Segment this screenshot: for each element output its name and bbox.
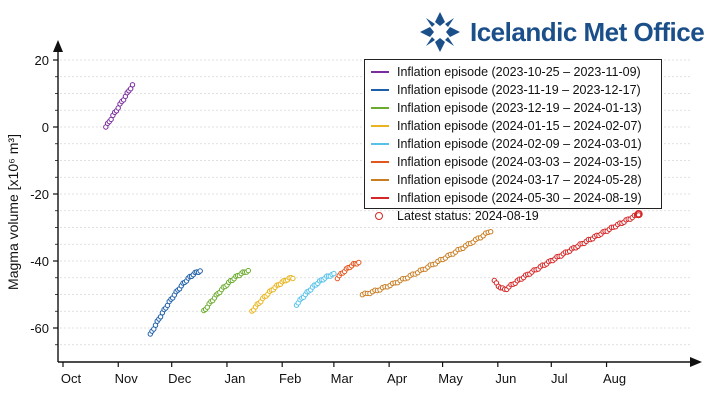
legend-swatch: [371, 161, 389, 163]
data-point: [129, 82, 136, 88]
latest-status-marker: [634, 210, 643, 219]
x-tick-label: Nov: [115, 371, 139, 386]
legend-item: Inflation episode (2024-01-15 – 2024-02-…: [371, 117, 661, 135]
legend-label: Inflation episode (2024-05-30 – 2024-08-…: [397, 191, 642, 205]
series-1: [103, 82, 136, 130]
legend-swatch: [371, 71, 389, 73]
y-tick-label: -60: [30, 321, 49, 336]
series-2: [147, 268, 203, 337]
legend-label: Inflation episode (2023-12-19 – 2024-01-…: [397, 101, 642, 115]
legend-swatch: [371, 107, 389, 109]
y-axis-ticks: 20 0 -20 -40 -60: [30, 53, 58, 346]
x-tick-label: Jun: [495, 371, 516, 386]
legend-swatch: [371, 179, 389, 181]
x-tick-label: Aug: [603, 371, 626, 386]
chart-legend: Inflation episode (2023-10-25 – 2023-11-…: [364, 59, 662, 223]
series-4: [249, 275, 296, 314]
y-tick-label: 0: [42, 120, 49, 135]
series-6: [334, 259, 362, 282]
data-points: [103, 82, 643, 337]
legend-label: Inflation episode (2023-10-25 – 2023-11-…: [397, 65, 641, 79]
imo-emblem-icon: [420, 12, 460, 52]
y-axis-label: Magma volume [x10⁶ m³]: [5, 134, 21, 290]
x-tick-label: Feb: [279, 371, 301, 386]
legend-item: Inflation episode (2024-03-17 – 2024-05-…: [371, 171, 661, 189]
y-tick-label: -40: [30, 254, 49, 269]
legend-swatch: [371, 143, 389, 145]
y-tick-label: 20: [35, 53, 49, 68]
legend-label: Inflation episode (2023-11-19 – 2023-12-…: [397, 83, 641, 97]
legend-item: Inflation episode (2023-11-19 – 2023-12-…: [371, 81, 661, 99]
legend-label: Inflation episode (2024-03-03 – 2024-03-…: [397, 155, 642, 169]
axes: [53, 40, 702, 367]
legend-item: Inflation episode (2024-03-03 – 2024-03-…: [371, 153, 661, 171]
series-3: [201, 267, 252, 314]
series-8: [491, 212, 642, 293]
legend-item: Inflation episode (2023-10-25 – 2023-11-…: [371, 63, 661, 81]
legend-swatch: [371, 89, 389, 91]
x-axis-ticks: Oct Nov Dec Jan Feb Mar Apr May Jun Jul Aug: [61, 362, 626, 386]
series-5: [293, 270, 337, 308]
legend-swatch: [371, 125, 389, 127]
data-point: [290, 275, 296, 282]
legend-item-latest: Latest status: 2024-08-19: [371, 207, 661, 225]
legend-label: Inflation episode (2024-03-17 – 2024-05-…: [397, 173, 642, 187]
x-tick-label: Oct: [61, 371, 82, 386]
legend-item: Inflation episode (2024-02-09 – 2024-03-…: [371, 135, 661, 153]
x-tick-label: Dec: [168, 371, 192, 386]
legend-item: Inflation episode (2023-12-19 – 2024-01-…: [371, 99, 661, 117]
icelandic-met-office-logo: Icelandic Met Office: [418, 10, 705, 54]
legend-marker: [375, 212, 383, 220]
logo-text: Icelandic Met Office: [470, 16, 705, 47]
legend-label: Inflation episode (2024-02-09 – 2024-03-…: [397, 137, 642, 151]
data-point: [331, 270, 337, 277]
legend-label: Latest status: 2024-08-19: [397, 209, 539, 223]
y-tick-label: -20: [30, 187, 49, 202]
x-tick-label: Apr: [387, 371, 408, 386]
legend-item: Inflation episode (2024-05-30 – 2024-08-…: [371, 189, 661, 207]
data-point: [488, 229, 494, 235]
data-point: [356, 259, 362, 266]
x-tick-label: Jul: [551, 371, 568, 386]
legend-label: Inflation episode (2024-01-15 – 2024-02-…: [397, 119, 642, 133]
x-tick-label: Jan: [224, 371, 245, 386]
data-point: [245, 267, 252, 274]
x-tick-label: Mar: [331, 371, 354, 386]
legend-swatch: [371, 197, 389, 199]
x-axis-arrow: [690, 357, 702, 367]
data-point: [197, 268, 203, 274]
y-axis-arrow: [53, 40, 63, 52]
series-7: [359, 229, 494, 298]
x-tick-label: May: [438, 371, 463, 386]
